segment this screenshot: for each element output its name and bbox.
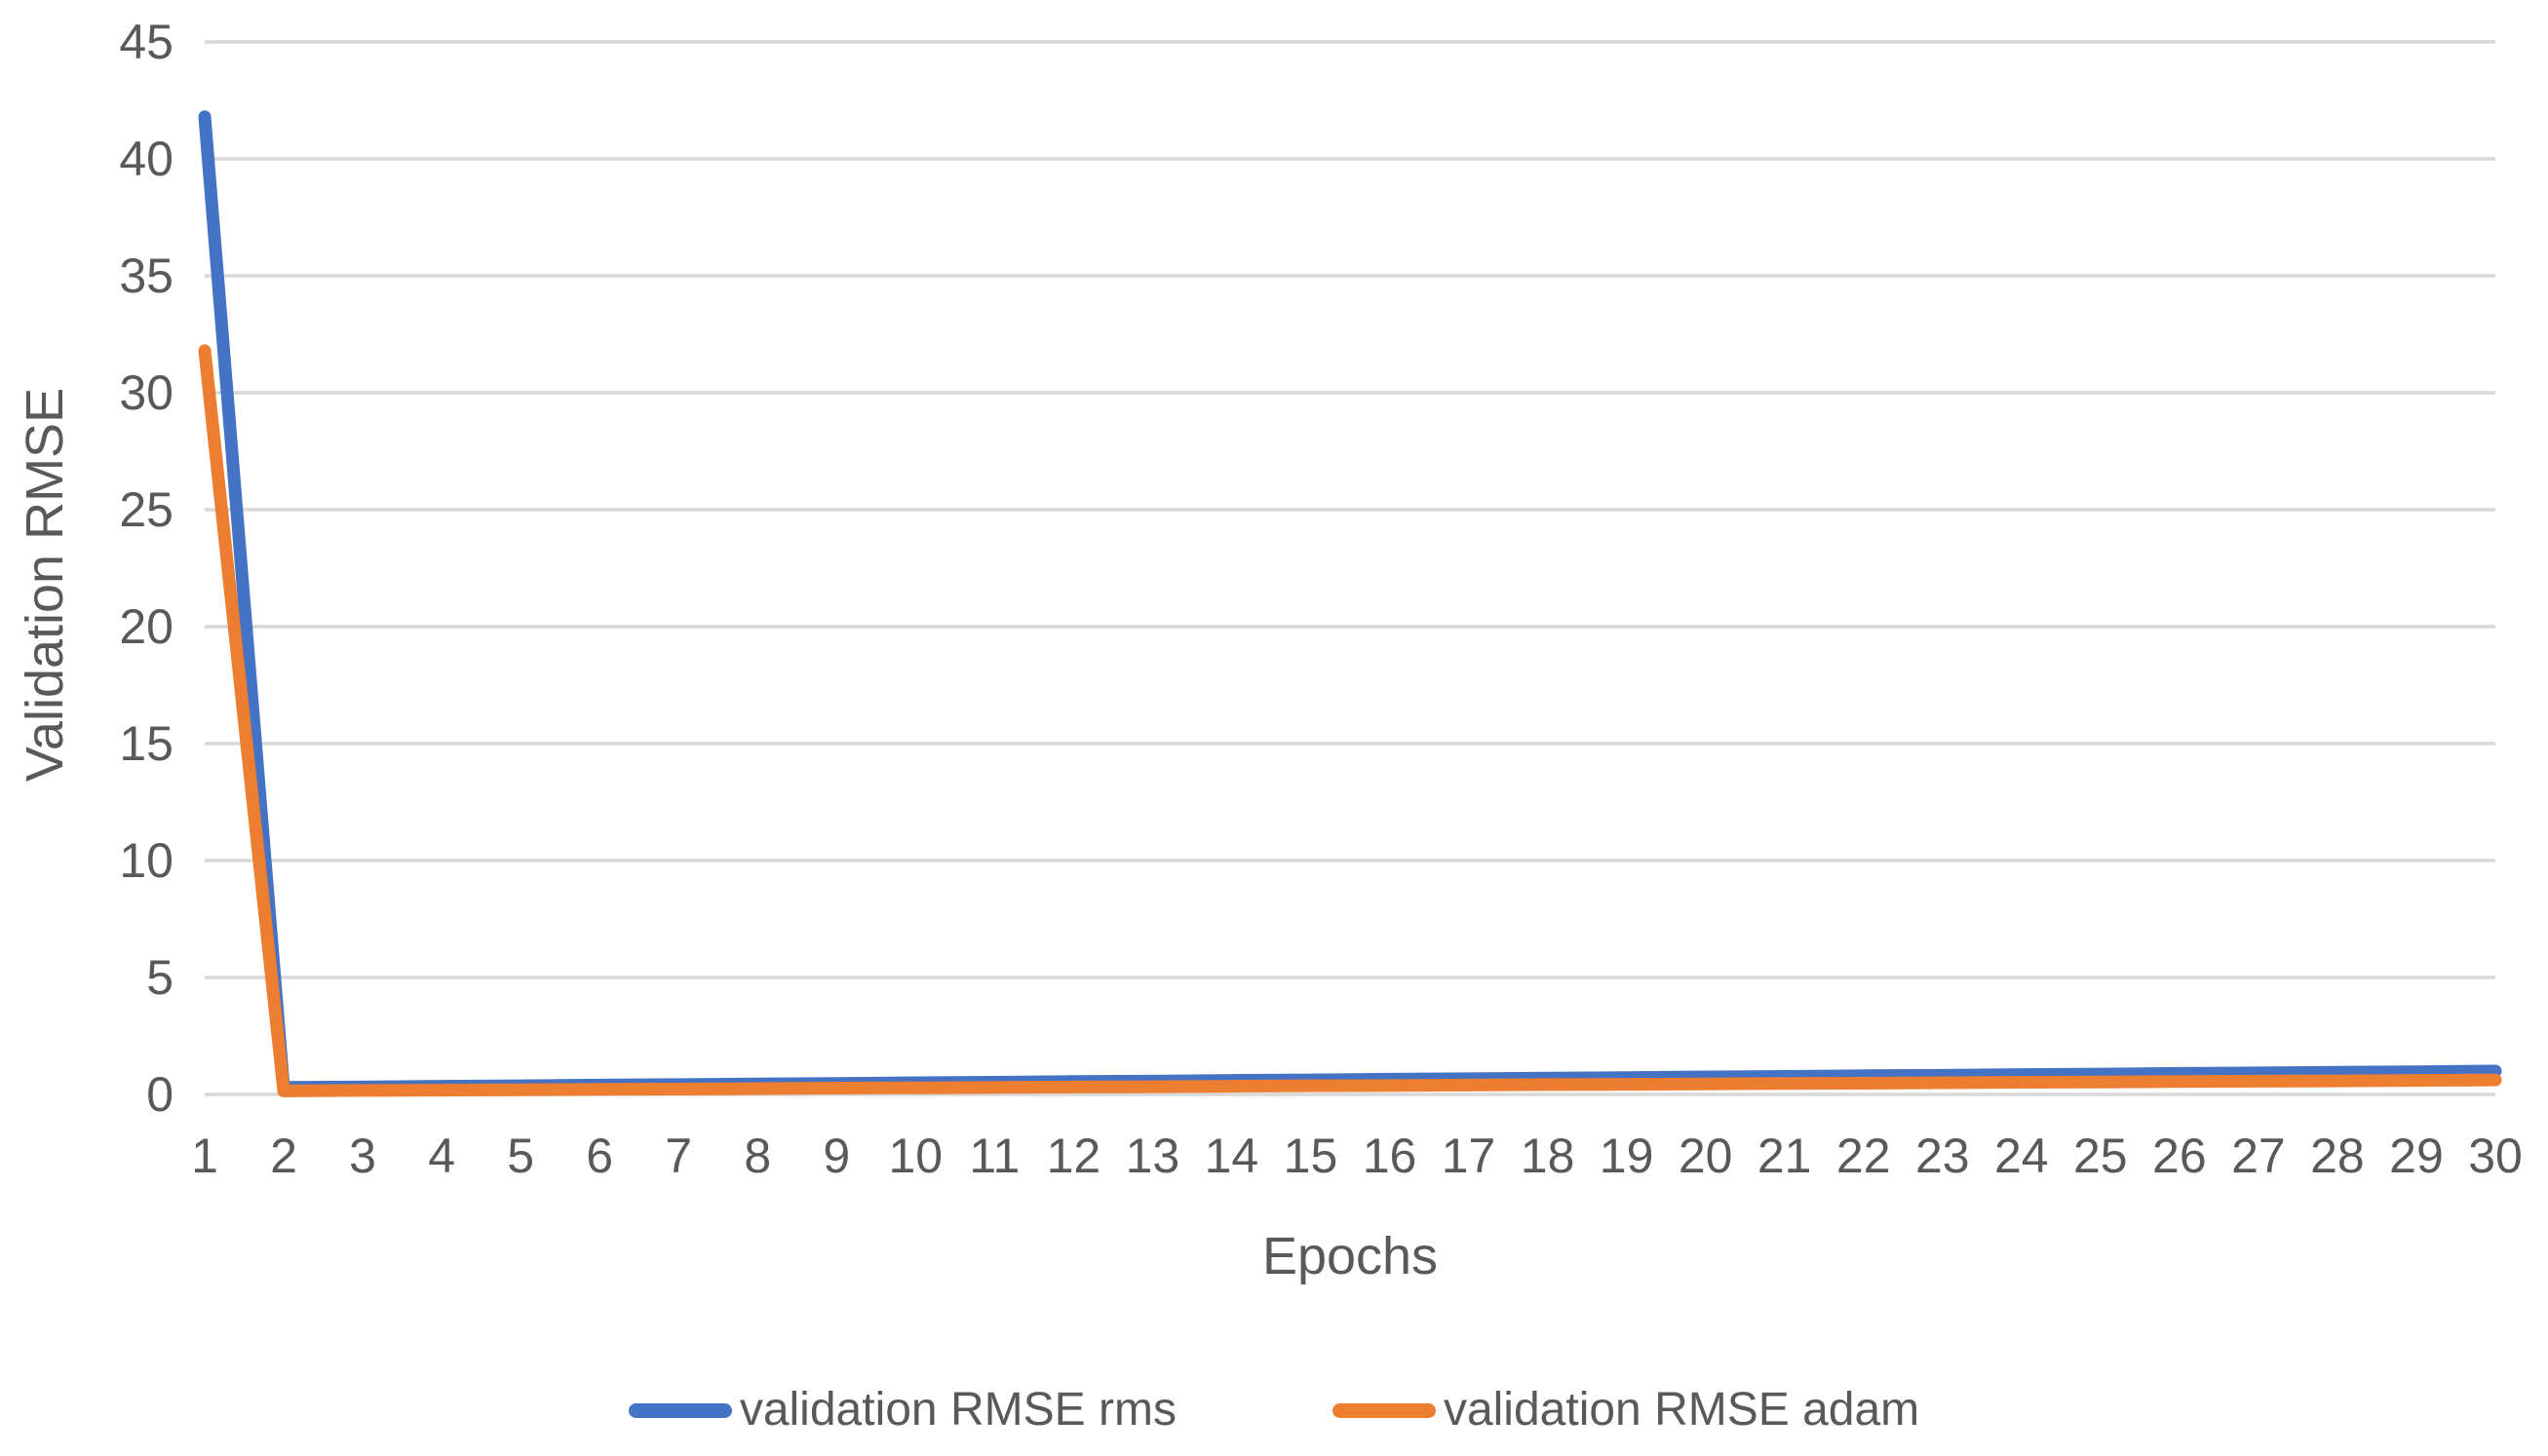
- x-tick-label-9: 9: [823, 1129, 851, 1183]
- y-tick-label-5: 5: [146, 950, 174, 1005]
- legend-line-swatch-adam: [1332, 1402, 1436, 1418]
- legend-label-rms: validation RMSE rms: [739, 1384, 1177, 1436]
- x-tick-label-15: 15: [1283, 1129, 1338, 1183]
- legend-label-adam: validation RMSE adam: [1443, 1384, 1920, 1436]
- x-tick-label-20: 20: [1678, 1129, 1733, 1183]
- y-tick-label-15: 15: [119, 716, 174, 771]
- legend-line-swatch-rms: [628, 1402, 732, 1418]
- x-tick-label-6: 6: [586, 1129, 614, 1183]
- x-tick-label-26: 26: [2152, 1129, 2207, 1183]
- x-tick-label-11: 11: [969, 1129, 1021, 1183]
- x-tick-label-29: 29: [2389, 1129, 2444, 1183]
- x-tick-label-27: 27: [2231, 1129, 2286, 1183]
- series-line-adam: [198, 344, 2502, 1097]
- x-tick-label-30: 30: [2468, 1129, 2523, 1183]
- y-tick-label-45: 45: [119, 15, 174, 69]
- x-tick-label-8: 8: [744, 1129, 772, 1183]
- x-tick-label-25: 25: [2073, 1129, 2128, 1183]
- y-tick-label-30: 30: [119, 365, 174, 420]
- legend-item-rms: validation RMSE rms: [628, 1382, 1177, 1438]
- legend: validation RMSE rms validation RMSE adam: [0, 1382, 2548, 1438]
- x-tick-label-23: 23: [1914, 1129, 1970, 1183]
- x-tick-label-2: 2: [270, 1129, 297, 1183]
- x-tick-label-19: 19: [1599, 1129, 1654, 1183]
- y-axis-title: Validation RMSE: [16, 387, 74, 783]
- x-tick-label-7: 7: [665, 1129, 693, 1183]
- y-tick-label-40: 40: [119, 132, 174, 186]
- x-tick-label-22: 22: [1835, 1129, 1891, 1183]
- y-tick-label-35: 35: [119, 249, 174, 303]
- x-tick-label-17: 17: [1441, 1129, 1496, 1183]
- series-lines: [198, 110, 2502, 1097]
- x-tick-label-4: 4: [428, 1129, 455, 1183]
- y-tick-label-0: 0: [146, 1067, 174, 1122]
- x-tick-label-21: 21: [1757, 1129, 1812, 1183]
- x-tick-label-14: 14: [1204, 1129, 1259, 1183]
- x-tick-label-1: 1: [191, 1129, 218, 1183]
- y-tick-label-20: 20: [119, 599, 174, 654]
- x-tick-label-3: 3: [349, 1129, 376, 1183]
- x-axis-title: Epochs: [1261, 1227, 1439, 1285]
- x-tick-label-10: 10: [888, 1129, 944, 1183]
- x-tick-label-5: 5: [507, 1129, 535, 1183]
- x-tick-label-24: 24: [1993, 1129, 2049, 1183]
- y-tick-label-25: 25: [119, 482, 174, 537]
- series-line-rms: [198, 110, 2502, 1094]
- x-tick-label-13: 13: [1125, 1129, 1180, 1183]
- x-tick-label-12: 12: [1046, 1129, 1101, 1183]
- x-tick-label-16: 16: [1362, 1129, 1417, 1183]
- gridlines: [205, 40, 2495, 1096]
- x-tick-label-28: 28: [2310, 1129, 2365, 1183]
- legend-item-adam: validation RMSE adam: [1332, 1382, 1919, 1438]
- y-tick-label-10: 10: [119, 833, 174, 888]
- x-tick-label-18: 18: [1520, 1129, 1575, 1183]
